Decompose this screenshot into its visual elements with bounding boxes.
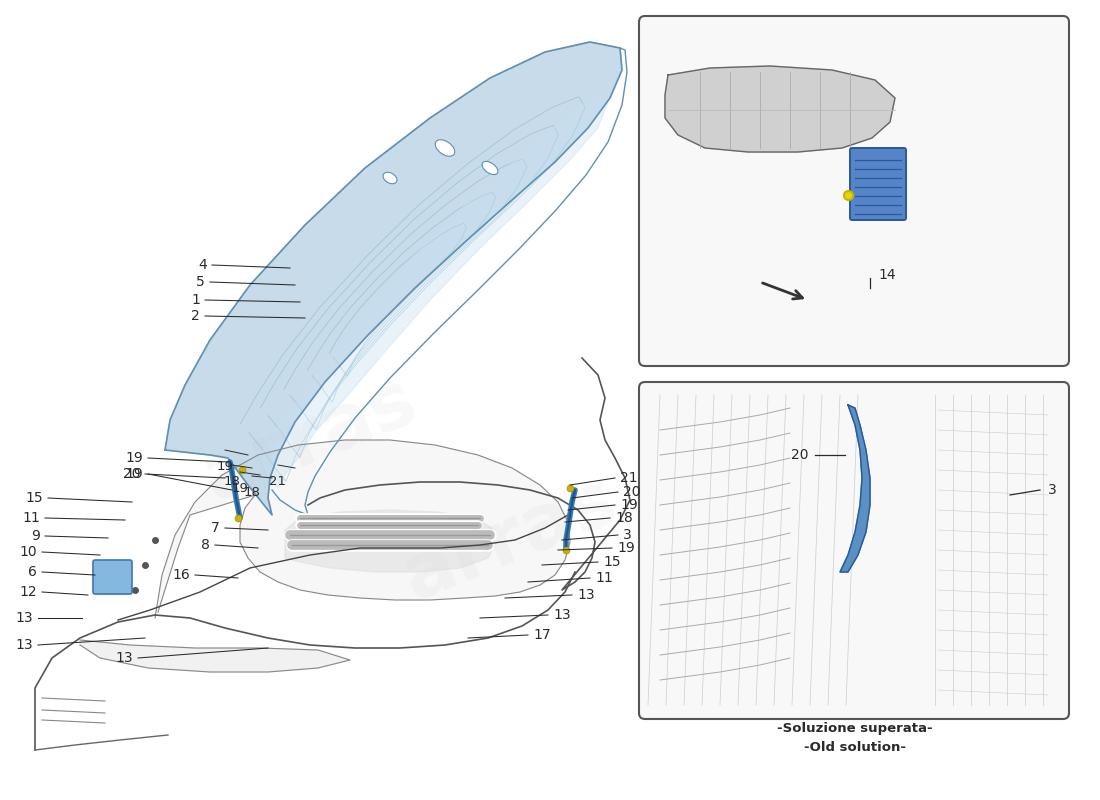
- Text: 18: 18: [223, 475, 241, 488]
- Text: 18: 18: [243, 486, 261, 499]
- Text: 3: 3: [1048, 483, 1057, 497]
- Ellipse shape: [383, 172, 397, 184]
- Text: 14: 14: [878, 268, 895, 282]
- Text: -Soluzione superata-
-Old solution-: -Soluzione superata- -Old solution-: [778, 722, 933, 754]
- Text: 11: 11: [595, 571, 613, 585]
- Text: 13: 13: [553, 608, 571, 622]
- Text: 1: 1: [191, 293, 200, 307]
- Text: 12: 12: [20, 585, 37, 599]
- Text: 19: 19: [217, 460, 233, 473]
- Polygon shape: [155, 440, 570, 618]
- Text: 21: 21: [270, 475, 286, 488]
- Text: 19: 19: [620, 498, 638, 512]
- Text: 17: 17: [534, 628, 551, 642]
- Text: 13: 13: [15, 638, 33, 652]
- Text: 16: 16: [173, 568, 190, 582]
- Text: 13: 13: [578, 588, 595, 602]
- Text: 7: 7: [211, 521, 220, 535]
- Polygon shape: [840, 405, 870, 572]
- Text: 13: 13: [15, 611, 33, 625]
- Text: 11: 11: [22, 511, 40, 525]
- Polygon shape: [260, 95, 608, 488]
- Ellipse shape: [482, 162, 498, 174]
- Ellipse shape: [436, 140, 454, 156]
- Text: 15: 15: [603, 555, 620, 569]
- Text: 20: 20: [122, 467, 140, 481]
- Text: 20: 20: [623, 485, 640, 499]
- FancyBboxPatch shape: [94, 560, 132, 594]
- Text: arras: arras: [192, 364, 428, 516]
- Polygon shape: [285, 510, 495, 572]
- Text: 10: 10: [20, 545, 37, 559]
- Polygon shape: [80, 640, 350, 672]
- Text: 13: 13: [116, 651, 133, 665]
- FancyBboxPatch shape: [639, 382, 1069, 719]
- Text: 19: 19: [232, 482, 249, 495]
- Text: 9: 9: [31, 529, 40, 543]
- Text: 8: 8: [201, 538, 210, 552]
- Text: 18: 18: [615, 511, 632, 525]
- Text: 4: 4: [198, 258, 207, 272]
- Text: 19: 19: [125, 451, 143, 465]
- Text: 2: 2: [191, 309, 200, 323]
- Text: 5: 5: [196, 275, 205, 289]
- Text: 19: 19: [617, 541, 635, 555]
- Text: 15: 15: [25, 491, 43, 505]
- Polygon shape: [666, 66, 895, 152]
- Text: 6: 6: [29, 565, 37, 579]
- Text: arras: arras: [703, 555, 937, 685]
- Text: arras: arras: [767, 213, 972, 327]
- Text: 3: 3: [623, 528, 631, 542]
- Text: 21: 21: [620, 471, 638, 485]
- Text: 19: 19: [125, 467, 143, 481]
- Polygon shape: [165, 42, 622, 515]
- FancyBboxPatch shape: [639, 16, 1069, 366]
- Text: 20: 20: [791, 448, 808, 462]
- FancyBboxPatch shape: [850, 148, 906, 220]
- Text: arras: arras: [393, 464, 628, 616]
